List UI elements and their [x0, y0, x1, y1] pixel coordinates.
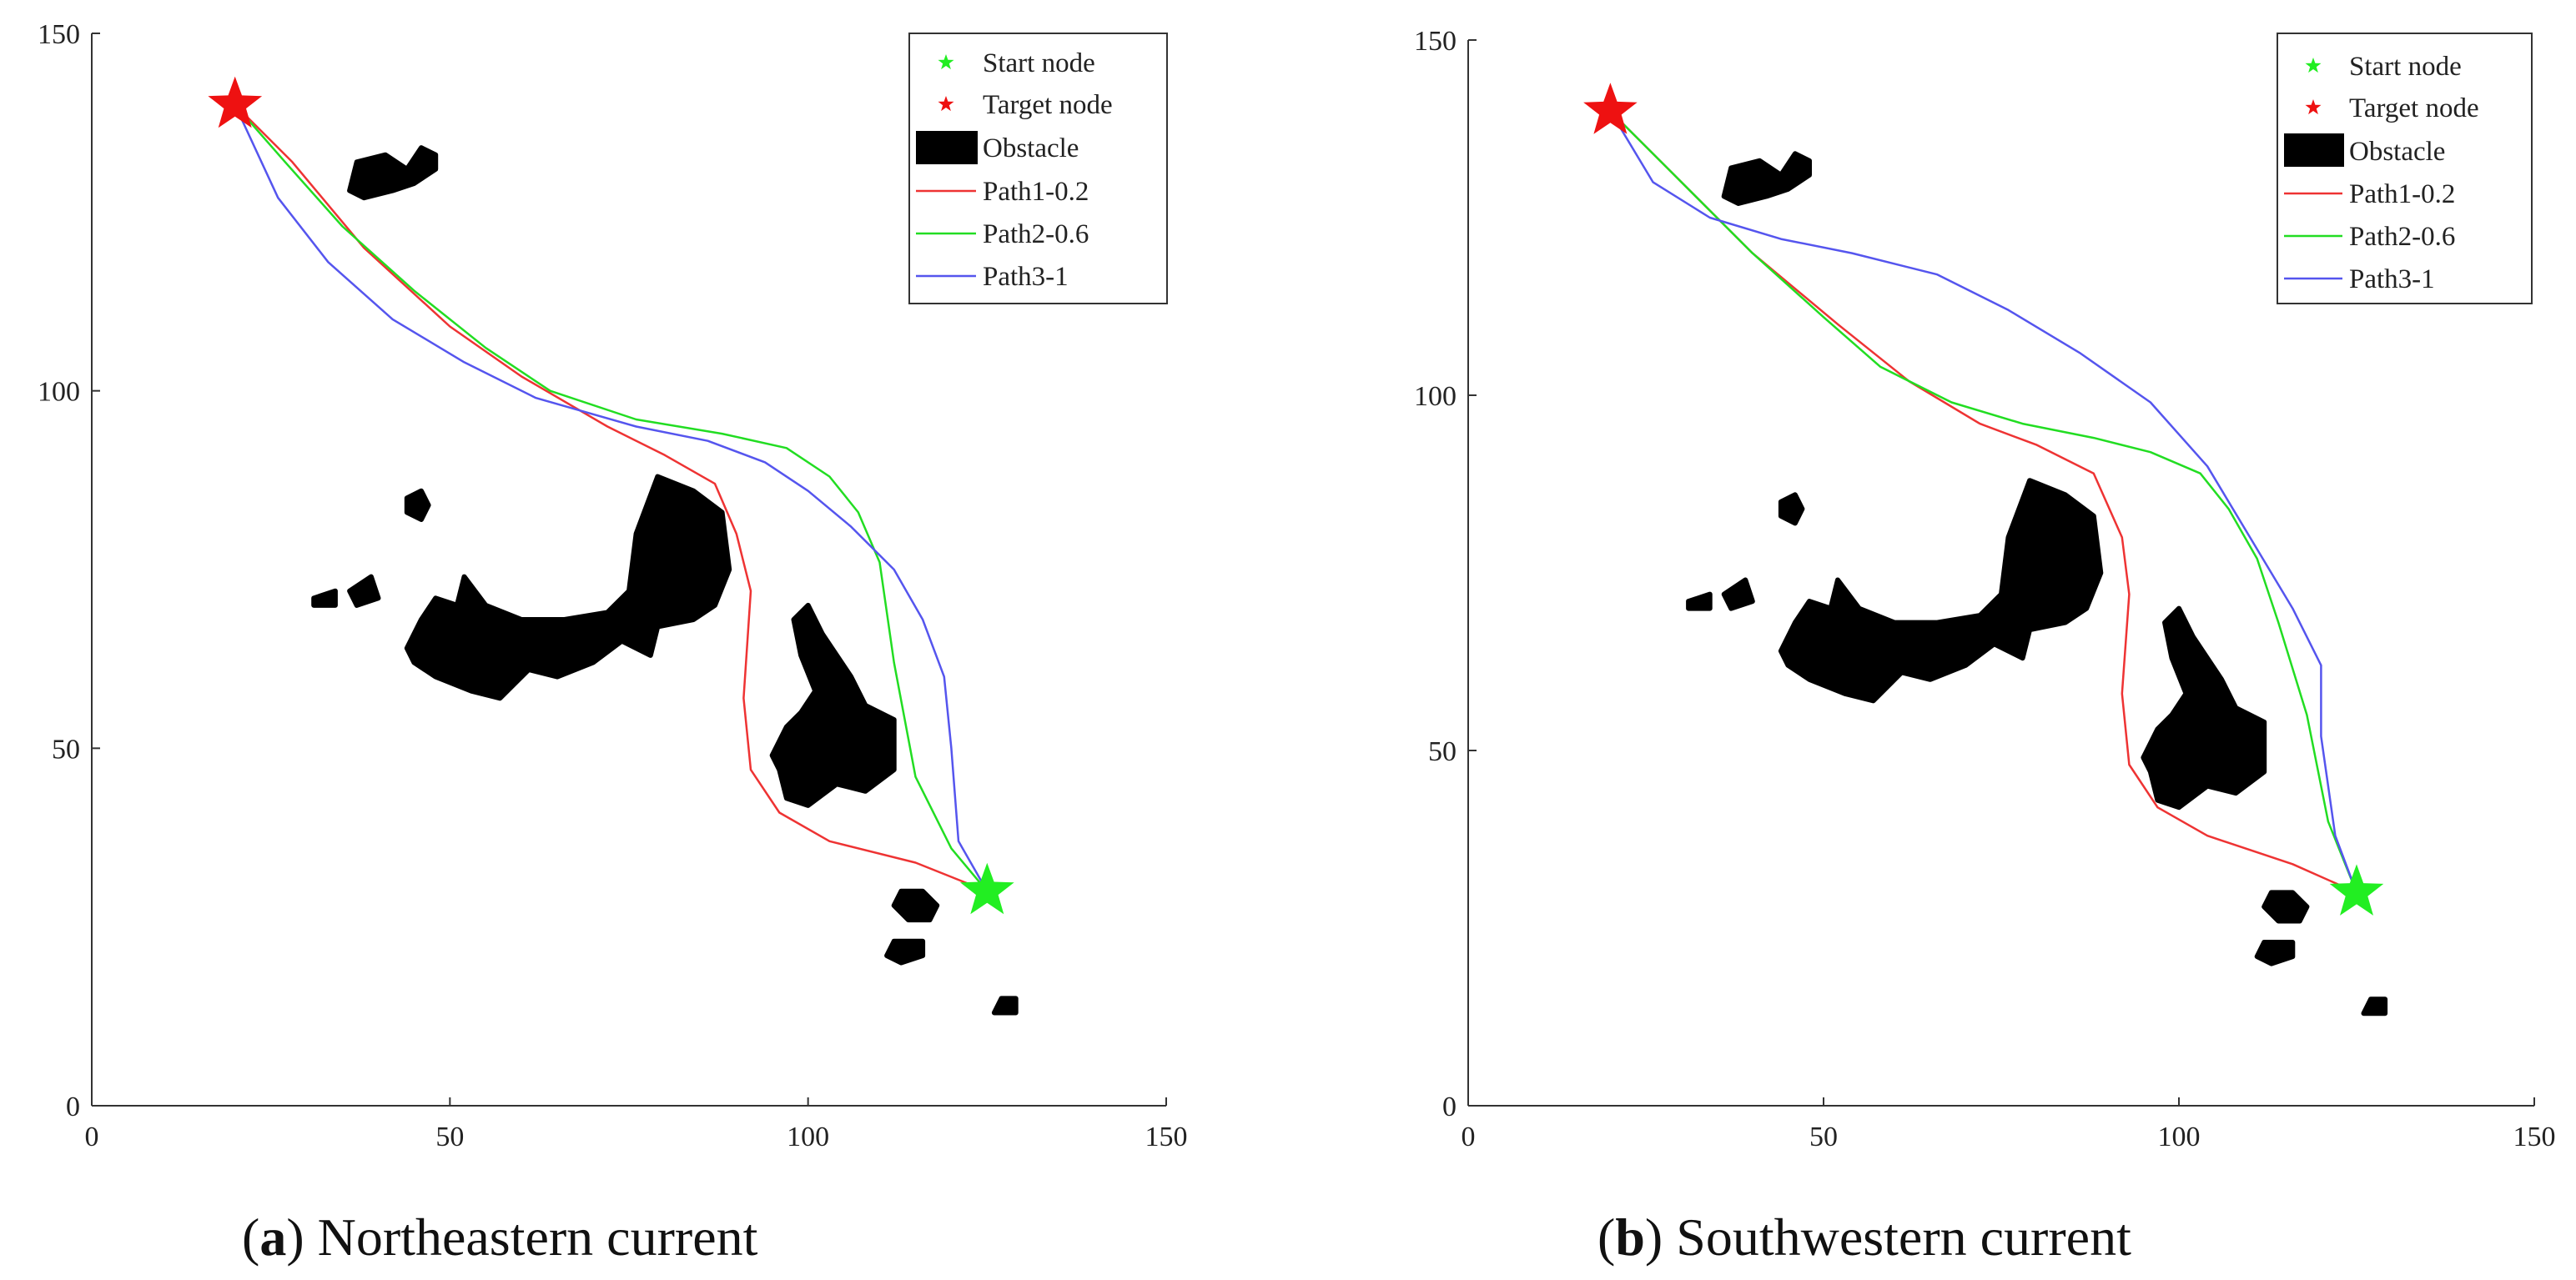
- x-tick-label: 0: [85, 1122, 99, 1152]
- path2-line: [1609, 110, 2358, 893]
- panel-a-caption-text: Northeastern current: [304, 1207, 758, 1267]
- obstacle-5: [404, 474, 732, 701]
- target-node-marker: [208, 76, 263, 128]
- legend-obstacle-icon: [2284, 133, 2344, 167]
- obstacle-7: [2262, 890, 2310, 924]
- legend-item-obstacle: Obstacle: [2284, 133, 2445, 167]
- obstacle-2: [404, 488, 431, 522]
- legend-item-start: Start node: [938, 48, 1095, 78]
- legend-label-path2: Path2-0.6: [2349, 222, 2455, 252]
- path1-line: [234, 103, 988, 892]
- x-tick-label: 50: [1809, 1122, 1838, 1152]
- obstacle-9: [991, 996, 1019, 1016]
- legend-label-path3: Path3-1: [2349, 264, 2435, 294]
- y-tick-label: 50: [52, 734, 80, 765]
- obstacle-7: [891, 888, 940, 923]
- panel-b-caption-text: Southwestern current: [1663, 1207, 2131, 1267]
- legend-item-target: Target node: [938, 90, 1113, 120]
- x-tick-label: 0: [1462, 1122, 1476, 1152]
- panel-b-caption-letter: b: [1615, 1207, 1645, 1267]
- path1-line: [1609, 110, 2357, 894]
- obstacle-8: [2254, 940, 2296, 966]
- target-node-marker: [1583, 83, 1638, 134]
- legend-label-path3: Path3-1: [983, 262, 1069, 292]
- x-tick-label: 150: [2513, 1122, 2556, 1152]
- y-tick-label: 100: [38, 377, 80, 408]
- panel-b-plot: 0 50 100 150 0 50 100 150: [1414, 26, 2556, 1152]
- legend-start-icon: [938, 54, 954, 70]
- x-tick-label: 50: [435, 1122, 464, 1152]
- panel-a-legend: Start node Target node Obstacle Path1-0.…: [908, 33, 1168, 304]
- legend-label-path2: Path2-0.6: [983, 219, 1089, 249]
- panel-b: 0 50 100 150 0 50 100 150 Start node Target nod…: [1414, 26, 2556, 1267]
- path3-line: [234, 104, 989, 892]
- legend-item-path1: Path1-0.2: [2284, 179, 2455, 209]
- panel-a-plot: 0 50 100 150 0 50 100 150: [38, 19, 1188, 1152]
- panel-a-caption-letter: a: [259, 1207, 286, 1267]
- path2-line: [234, 103, 989, 892]
- legend-target-icon: [2305, 99, 2322, 115]
- legend-label-start: Start node: [983, 48, 1095, 78]
- legend-item-path3: Path3-1: [2284, 264, 2435, 294]
- y-tick-label: 100: [1414, 381, 1457, 412]
- legend-obstacle-icon: [916, 131, 978, 164]
- legend-start-icon: [2305, 58, 2322, 73]
- legend-item-target: Target node: [2305, 93, 2479, 123]
- obstacle-4: [1686, 591, 1713, 611]
- legend-label-path1: Path1-0.2: [2349, 179, 2455, 209]
- x-tick-label: 100: [787, 1122, 829, 1152]
- legend-item-start: Start node: [2305, 52, 2462, 82]
- panel-a: 0 50 100 150 0 50 100 150 Start node Target nod…: [38, 19, 1188, 1267]
- legend-label-target: Target node: [983, 90, 1113, 120]
- obstacle-9: [2361, 996, 2388, 1016]
- obstacle-1: [1721, 151, 1812, 206]
- y-tick-label: 0: [66, 1092, 80, 1122]
- legend-item-path2: Path2-0.6: [2284, 222, 2455, 252]
- legend-label-start: Start node: [2349, 52, 2462, 82]
- obstacle-1: [347, 145, 439, 201]
- start-node-marker: [960, 862, 1014, 915]
- obstacle-3: [347, 574, 381, 608]
- legend-item-path1: Path1-0.2: [916, 177, 1089, 207]
- legend-box: [2277, 33, 2533, 304]
- panel-a-caption: (a) Northeastern current: [242, 1207, 758, 1267]
- x-tick-label: 100: [2158, 1122, 2201, 1152]
- legend-target-icon: [938, 96, 954, 112]
- panel-b-caption: (b) Southwestern current: [1597, 1207, 2131, 1267]
- legend-label-obstacle: Obstacle: [983, 133, 1079, 163]
- legend-label-target: Target node: [2349, 93, 2479, 123]
- obstacle-3: [1721, 577, 1755, 611]
- legend-box: [908, 33, 1168, 304]
- legend-item-path2: Path2-0.6: [916, 219, 1089, 249]
- obstacle-5: [1778, 478, 2104, 704]
- obstacle-6: [769, 602, 897, 808]
- panel-b-legend: Start node Target node Obstacle Path1-0.…: [2277, 33, 2533, 304]
- legend-label-path1: Path1-0.2: [983, 177, 1089, 207]
- obstacle-8: [884, 938, 926, 966]
- obstacle-6: [2141, 605, 2267, 811]
- obstacle-4: [311, 588, 338, 608]
- obstacle-2: [1778, 492, 1805, 526]
- legend-label-obstacle: Obstacle: [2349, 137, 2445, 167]
- legend-item-obstacle: Obstacle: [916, 131, 1079, 164]
- y-tick-label: 0: [1442, 1092, 1457, 1122]
- y-tick-label: 150: [38, 19, 80, 50]
- x-tick-label: 150: [1145, 1122, 1188, 1152]
- path3-line: [1609, 110, 2358, 893]
- y-tick-label: 50: [1428, 736, 1457, 767]
- y-tick-label: 150: [1414, 26, 1457, 57]
- legend-item-path3: Path3-1: [916, 262, 1069, 292]
- start-node-marker: [2329, 864, 2384, 916]
